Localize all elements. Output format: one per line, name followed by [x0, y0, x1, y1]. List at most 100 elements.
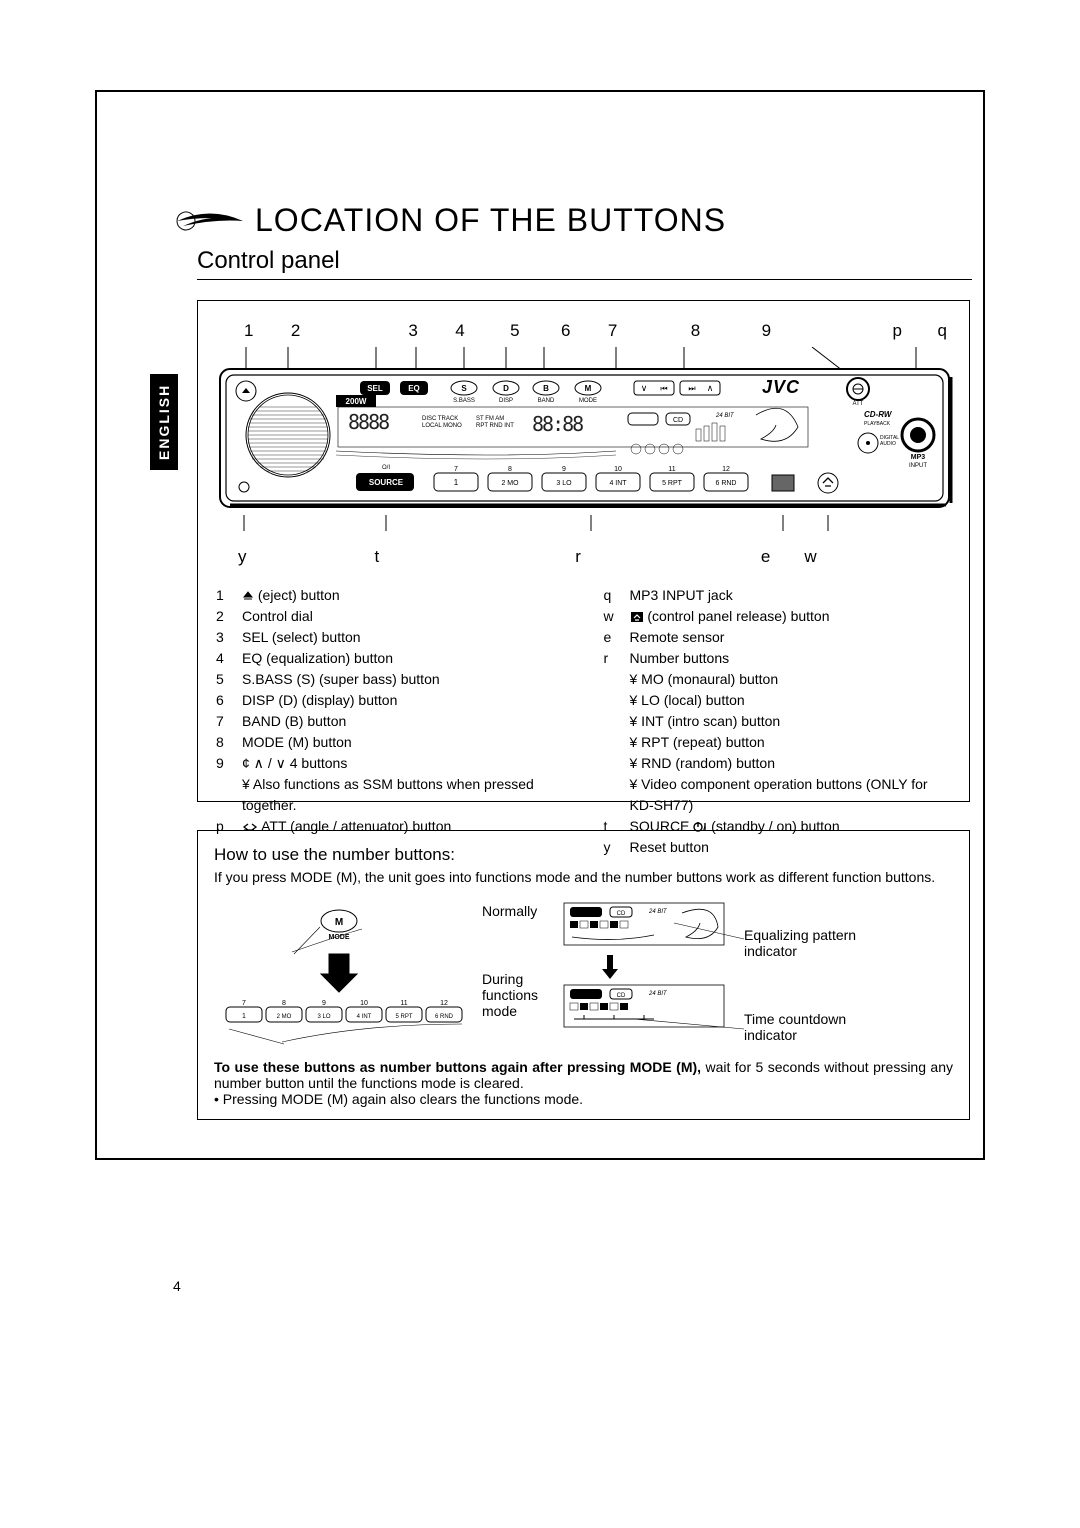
callout-8: 8 [628, 321, 700, 341]
svg-text:∧: ∧ [707, 383, 714, 393]
svg-text:4 INT: 4 INT [357, 1014, 372, 1020]
legend-text: MODE (M) button [242, 732, 564, 753]
svg-text:24 BIT: 24 BIT [715, 413, 735, 419]
callout-t: t [375, 547, 380, 567]
svg-text:24 BIT: 24 BIT [648, 991, 668, 997]
callout-1: 1 [244, 321, 280, 341]
legend-row: rNumber buttons [604, 648, 952, 669]
control-panel-diagram: 1 2 3 4 5 6 7 8 9 p q [197, 300, 970, 802]
legend: 1 (eject) button2Control dial3SEL (selec… [216, 585, 951, 858]
svg-text:S: S [461, 384, 467, 393]
legend-subitem: ¥ LO (local) button [604, 690, 952, 711]
legend-text: Remote sensor [630, 627, 952, 648]
legend-row: qMP3 INPUT jack [604, 585, 952, 606]
svg-text:BAND: BAND [538, 398, 555, 404]
swoosh-icon [175, 210, 245, 232]
callouts-top: 1 2 3 4 5 6 7 8 9 p q [216, 321, 951, 347]
legend-num: q [604, 585, 630, 606]
callouts-bottom-lines [216, 515, 953, 541]
svg-text:⏮: ⏮ [660, 384, 667, 393]
legend-row: 8MODE (M) button [216, 732, 564, 753]
svg-text:AUDIO: AUDIO [880, 441, 896, 447]
svg-text:6 RND: 6 RND [435, 1014, 454, 1020]
legend-text: ¢ ∧ / ∨ 4 buttons [242, 753, 564, 774]
subtitle: Control panel [197, 247, 983, 275]
legend-text: DISP (D) (display) button [242, 690, 564, 711]
callout-5: 5 [476, 321, 520, 341]
svg-text:∨: ∨ [641, 383, 648, 393]
legend-row: yReset button [604, 837, 952, 858]
svg-text:24 BIT: 24 BIT [648, 909, 668, 915]
label-normally: Normally [482, 903, 537, 919]
legend-num: 7 [216, 711, 242, 732]
legend-text: SOURCE / (standby / on) button [630, 816, 952, 837]
svg-text:CD-RW: CD-RW [864, 410, 893, 419]
legend-row: p ATT (angle / attenuator) button [216, 816, 564, 837]
svg-text:3 LO: 3 LO [317, 1014, 330, 1020]
page-number: 4 [173, 1278, 181, 1294]
legend-num: e [604, 627, 630, 648]
svg-text:5 RPT: 5 RPT [395, 1014, 412, 1020]
legend-row: 7BAND (B) button [216, 711, 564, 732]
legend-num: t [604, 816, 630, 837]
legend-text: BAND (B) button [242, 711, 564, 732]
legend-row: 6DISP (D) (display) button [216, 690, 564, 711]
legend-num: 3 [216, 627, 242, 648]
legend-num: r [604, 648, 630, 669]
legend-subitem: ¥ RND (random) button [604, 753, 952, 774]
legend-num: 8 [216, 732, 242, 753]
callout-9: 9 [711, 321, 771, 341]
howto-bullet: • Pressing MODE (M) again also clears th… [214, 1091, 953, 1107]
legend-subitem: ¥ RPT (repeat) button [604, 732, 952, 753]
legend-right: qMP3 INPUT jackw (control panel release)… [604, 585, 952, 858]
svg-text:8: 8 [508, 466, 512, 473]
legend-row: 9¢ ∧ / ∨ 4 buttons [216, 753, 564, 774]
legend-subitem: ¥ MO (monaural) button [604, 669, 952, 690]
legend-row: 3SEL (select) button [216, 627, 564, 648]
svg-text:CD: CD [617, 911, 626, 917]
svg-text:2 MO: 2 MO [501, 480, 519, 487]
legend-text: Reset button [630, 837, 952, 858]
svg-text:M: M [335, 917, 343, 928]
svg-text:RPT RND INT: RPT RND INT [476, 423, 514, 429]
legend-text: EQ (equalization) button [242, 648, 564, 669]
page-frame: LOCATION OF THE BUTTONS Control panel EN… [95, 90, 985, 1160]
svg-text:7: 7 [454, 466, 458, 473]
legend-num: 5 [216, 669, 242, 690]
legend-num: y [604, 837, 630, 858]
svg-text:S.BASS: S.BASS [453, 398, 475, 404]
howto-diagram: M MODE 7 1 8 2 MO 9 3 LO 10 [214, 899, 953, 1049]
callout-4: 4 [429, 321, 465, 341]
howto-note-bold: To use these buttons as number buttons a… [214, 1059, 701, 1075]
svg-text:8: 8 [282, 1000, 286, 1007]
legend-text: Number buttons [630, 648, 952, 669]
svg-text:SEL: SEL [367, 384, 383, 393]
svg-text:11: 11 [668, 466, 675, 473]
svg-text:MODE: MODE [329, 934, 350, 941]
svg-text:⏭: ⏭ [688, 384, 695, 393]
callout-6: 6 [530, 321, 570, 341]
legend-text: Control dial [242, 606, 564, 627]
legend-row: 2Control dial [216, 606, 564, 627]
legend-row: eRemote sensor [604, 627, 952, 648]
legend-row: 4EQ (equalization) button [216, 648, 564, 669]
legend-subitem: ¥ Also functions as SSM buttons when pre… [216, 774, 564, 816]
svg-text:11: 11 [400, 1000, 407, 1007]
svg-text:CD: CD [673, 417, 683, 424]
svg-text:SOURCE: SOURCE [369, 478, 404, 487]
howto-intro: If you press MODE (M), the unit goes int… [214, 869, 953, 885]
callout-q: q [913, 321, 947, 341]
legend-row: tSOURCE / (standby / on) button [604, 816, 952, 837]
svg-text:12: 12 [440, 1000, 448, 1007]
svg-text:1: 1 [454, 478, 459, 487]
svg-text:200W: 200W [346, 397, 367, 406]
title-row: LOCATION OF THE BUTTONS [175, 202, 983, 239]
callout-w: w [804, 547, 816, 567]
svg-text:4 INT: 4 INT [609, 480, 627, 487]
legend-text: ATT (angle / attenuator) button [242, 816, 564, 837]
legend-num: 1 [216, 585, 242, 606]
svg-text:O/I: O/I [382, 465, 390, 471]
svg-text:ATT: ATT [853, 401, 864, 407]
svg-text:ST FM AM: ST FM AM [476, 416, 504, 422]
callout-2: 2 [291, 321, 327, 341]
